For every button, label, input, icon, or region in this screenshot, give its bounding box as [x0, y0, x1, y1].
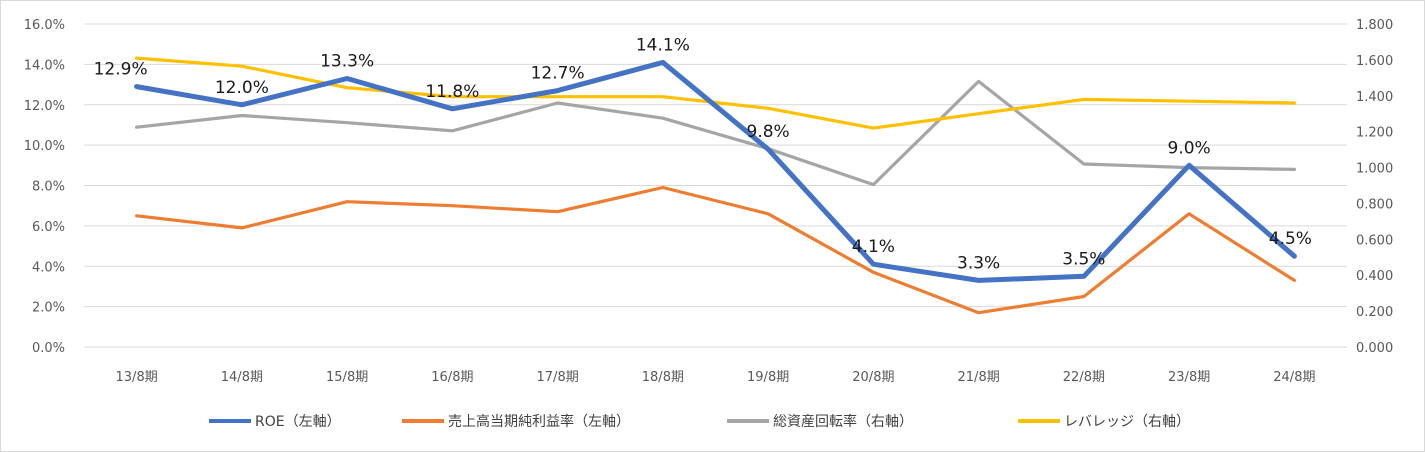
legend-item-1: ROE（左軸） [209, 414, 341, 430]
x-tick-label: 23/8期 [1168, 370, 1210, 385]
left-tick-label: 6.0% [32, 220, 65, 235]
right-tick-label: 1.200 [1356, 126, 1393, 141]
x-tick-label: 13/8期 [116, 370, 158, 385]
left-tick-label: 4.0% [32, 260, 65, 275]
legend-label: 総資産回転率（右軸） [773, 413, 913, 430]
data-label: 4.5% [1269, 229, 1312, 249]
left-tick-label: 8.0% [32, 180, 65, 195]
data-label: 3.3% [957, 253, 1000, 273]
left-tick-label: 2.0% [32, 301, 65, 316]
left-tick-label: 12.0% [24, 99, 65, 114]
x-axis-ticks: 13/8期 14/8期 15/8期 16/8期 17/8期 18/8期 19/8期 20/8期… [116, 370, 1316, 385]
series-line-1 [134, 59, 1297, 283]
x-tick-label: 21/8期 [958, 370, 1000, 385]
legend-item-4: レバレッジ（右軸） [1018, 414, 1190, 430]
series-line-3 [135, 79, 1297, 187]
right-tick-label: 1.800 [1356, 18, 1393, 33]
data-label: 4.1% [852, 237, 895, 257]
left-axis-ticks: 0.0% 2.0% 4.0% 6.0% 8.0% 10.0% 12.0% 14.0% 16.0% [24, 18, 65, 356]
data-label: 14.1% [636, 35, 690, 55]
right-tick-label: 0.600 [1356, 233, 1393, 248]
x-tick-label: 19/8期 [747, 370, 789, 385]
x-tick-label: 16/8期 [431, 370, 473, 385]
x-tick-label: 17/8期 [537, 370, 579, 385]
right-tick-label: 0.800 [1356, 197, 1393, 212]
x-tick-label: 22/8期 [1063, 370, 1105, 385]
right-tick-label: 0.200 [1356, 305, 1393, 320]
right-tick-label: 1.000 [1356, 162, 1393, 177]
series-lines [134, 56, 1297, 315]
legend: ROE（左軸） 売上高当期純利益率（左軸） 総資産回転率（右軸） レバレッジ（右軸） [209, 413, 1190, 430]
data-label: 12.9% [94, 60, 148, 80]
x-tick-label: 18/8期 [642, 370, 684, 385]
data-label: 11.8% [425, 82, 479, 102]
series-line-2 [135, 185, 1297, 315]
data-label: 3.5% [1062, 249, 1105, 269]
legend-label: レバレッジ（右軸） [1064, 414, 1190, 430]
left-tick-label: 14.0% [24, 58, 65, 73]
data-label: 12.0% [215, 78, 269, 98]
data-label: 13.3% [320, 52, 374, 72]
data-label: 9.0% [1168, 138, 1211, 158]
data-labels: 12.9% 12.0% 13.3% 11.8% 12.7% 14.1% 9.8% 4.1% 3.… [94, 35, 1312, 273]
x-tick-label: 24/8期 [1273, 370, 1315, 385]
x-tick-label: 20/8期 [852, 370, 894, 385]
gridlines [84, 23, 1347, 348]
left-tick-label: 10.0% [24, 139, 65, 154]
left-tick-label: 0.0% [32, 341, 65, 356]
x-tick-label: 15/8期 [326, 370, 368, 385]
right-axis-ticks: 0.000 0.200 0.400 0.600 0.800 1.000 1.200 1.400… [1356, 18, 1393, 356]
left-tick-label: 16.0% [24, 18, 65, 33]
x-tick-label: 14/8期 [221, 370, 263, 385]
legend-label: ROE（左軸） [255, 414, 341, 430]
right-tick-label: 0.000 [1356, 341, 1393, 356]
legend-item-3: 総資産回転率（右軸） [727, 413, 913, 430]
right-tick-label: 1.600 [1356, 54, 1393, 69]
legend-item-2: 売上高当期純利益率（左軸） [402, 413, 630, 430]
right-tick-label: 0.400 [1356, 269, 1393, 284]
series-line-4 [135, 56, 1297, 130]
right-tick-label: 1.400 [1356, 90, 1393, 105]
data-label: 9.8% [747, 122, 790, 142]
legend-label: 売上高当期純利益率（左軸） [448, 413, 630, 430]
data-label: 12.7% [531, 64, 585, 84]
